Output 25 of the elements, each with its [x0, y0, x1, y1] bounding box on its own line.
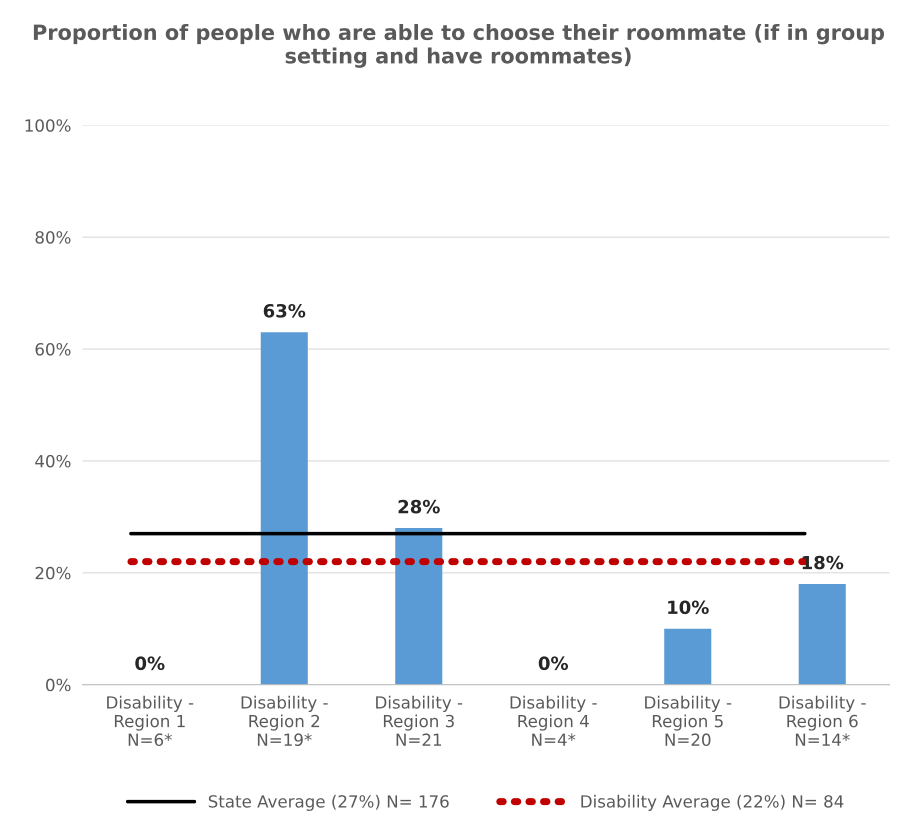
- data-label: 18%: [802, 556, 844, 570]
- x-tick-label: Disability - Region 4 N=4*: [510, 696, 597, 746]
- data-label: 0%: [538, 656, 568, 670]
- data-label: 10%: [668, 600, 709, 614]
- bar: [798, 584, 846, 685]
- data-label: 28%: [398, 500, 440, 514]
- x-tick-label: Disability - Region 5 N=20: [645, 696, 732, 746]
- y-tick-label: 0%: [46, 678, 70, 692]
- y-tick-label: 40%: [35, 454, 70, 468]
- y-tick-label: 20%: [36, 566, 70, 580]
- bar: [395, 528, 442, 685]
- bar: [664, 628, 712, 685]
- y-tick-label: 100%: [26, 119, 70, 132]
- x-tick-label: Disability - Region 3 N=21: [376, 696, 462, 746]
- y-tick-label: 80%: [36, 231, 70, 244]
- chart-title: Proportion of people who are able to choose their roommate (if in group setting and have roommates): [34, 24, 884, 68]
- y-tick-label: 60%: [36, 342, 70, 356]
- x-tick-label: Disability - Region 1 N=6*: [107, 696, 194, 746]
- data-label: 63%: [264, 304, 306, 318]
- x-tick-label: Disability - Region 2 N=19*: [242, 696, 328, 746]
- bar: [260, 332, 308, 685]
- legend-label: State Average (27%) N= 176: [208, 794, 449, 811]
- x-tick-label: Disability - Region 6 N=14*: [780, 696, 866, 746]
- data-label: 0%: [135, 656, 165, 670]
- legend-label: Disability Average (22%) N= 84: [581, 794, 844, 811]
